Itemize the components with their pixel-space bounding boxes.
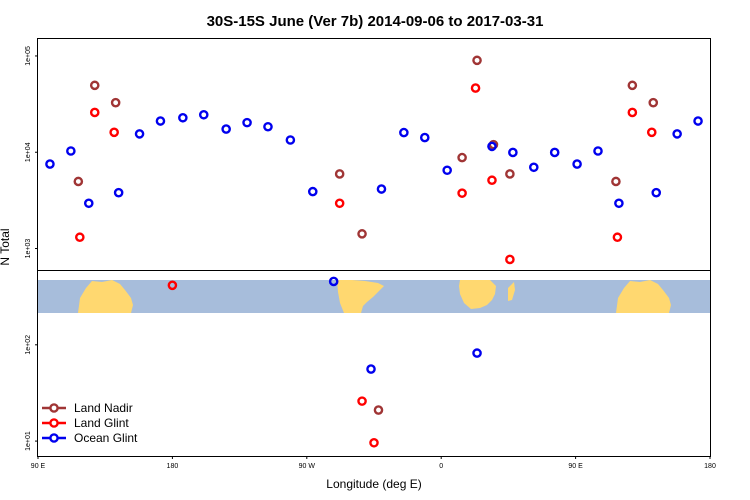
data-point (572, 159, 582, 169)
legend-marker (49, 403, 59, 413)
y-tick-label: 1e+01 (25, 431, 32, 451)
data-point (155, 116, 166, 126)
data-point (73, 176, 84, 187)
data-point (366, 364, 376, 374)
y-axis: 1e+01 1e+02 1e+03 1e+04 1e+05 (25, 46, 38, 451)
x-tick-label: 90 E (568, 463, 583, 470)
data-point (672, 129, 682, 139)
y-tick-label: 1e+05 (25, 46, 32, 66)
y-tick-label: 1e+04 (25, 142, 32, 162)
data-point (505, 254, 515, 265)
data-point (528, 162, 539, 173)
data-point (646, 127, 657, 138)
x-tick-label: 0 (439, 463, 443, 470)
data-point (693, 116, 703, 126)
data-point (198, 109, 209, 120)
data-point (627, 107, 638, 118)
data-point (651, 187, 662, 198)
x-axis: 90 E 180 90 W 0 90 E 180 (31, 456, 716, 470)
data-point (113, 187, 124, 198)
legend-label: Ocean Glint (74, 431, 138, 445)
data-point (487, 141, 497, 152)
data-point (373, 405, 384, 415)
legend-marker (49, 418, 59, 428)
data-point (178, 112, 188, 123)
data-point (376, 184, 387, 194)
legend-item: Land Glint (42, 416, 129, 430)
data-point (307, 186, 318, 197)
data-point (457, 188, 467, 198)
data-point (648, 97, 659, 108)
data-point (419, 132, 430, 143)
australia-landmass-repeat (616, 280, 671, 313)
data-point (334, 198, 345, 209)
data-point (627, 80, 638, 91)
legend-item: Ocean Glint (42, 431, 138, 445)
data-point (399, 127, 409, 138)
data-point (611, 176, 621, 187)
data-point (487, 175, 497, 186)
series-land-glint (75, 83, 657, 448)
data-point (167, 280, 178, 291)
legend-item: Land Nadir (42, 401, 133, 415)
data-point (89, 80, 100, 91)
south-america-landmass (337, 280, 384, 313)
data-point (45, 159, 55, 169)
data-point (75, 232, 85, 243)
data-point (109, 127, 119, 138)
data-point (66, 146, 76, 156)
legend-label: Land Glint (74, 416, 129, 430)
data-point (614, 198, 624, 209)
series-land-nadir (73, 55, 659, 415)
x-axis-label: Longitude (deg E) (326, 477, 421, 491)
australia-landmass (78, 280, 133, 313)
x-tick-label: 180 (167, 463, 179, 470)
data-point (263, 121, 273, 132)
data-point (221, 124, 231, 134)
data-point (442, 165, 452, 176)
data-point (242, 117, 252, 128)
legend-marker (49, 433, 59, 443)
data-points (45, 55, 703, 448)
legend-label: Land Nadir (74, 401, 133, 415)
data-point (472, 55, 482, 66)
data-point (134, 129, 145, 139)
data-point (612, 232, 623, 243)
x-tick-label: 180 (704, 463, 716, 470)
data-point (508, 147, 518, 158)
data-point (285, 135, 296, 145)
data-point (470, 83, 481, 93)
data-point (110, 97, 121, 108)
data-point (457, 152, 467, 163)
data-point (83, 198, 94, 209)
data-point (472, 348, 482, 358)
africa-landmass (459, 280, 496, 309)
data-point (334, 169, 345, 179)
y-tick-label: 1e+03 (25, 239, 32, 259)
y-tick-label: 1e+02 (25, 335, 32, 355)
chart-title: 30S-15S June (Ver 7b) 2014-09-06 to 2017… (207, 13, 544, 30)
world-map-strip (38, 280, 710, 313)
series-ocean-glint (45, 109, 703, 374)
madagascar-landmass (508, 282, 515, 301)
data-point (549, 147, 560, 158)
data-point (505, 169, 515, 179)
x-tick-label: 90 E (31, 463, 46, 470)
y-axis-label: N Total (0, 228, 12, 265)
x-tick-label: 90 W (299, 463, 316, 470)
data-point (593, 146, 603, 156)
data-point (89, 107, 100, 118)
data-point (328, 276, 339, 287)
data-point (357, 396, 367, 406)
data-point (369, 437, 379, 448)
data-point (357, 229, 367, 239)
plot-area (37, 38, 711, 457)
